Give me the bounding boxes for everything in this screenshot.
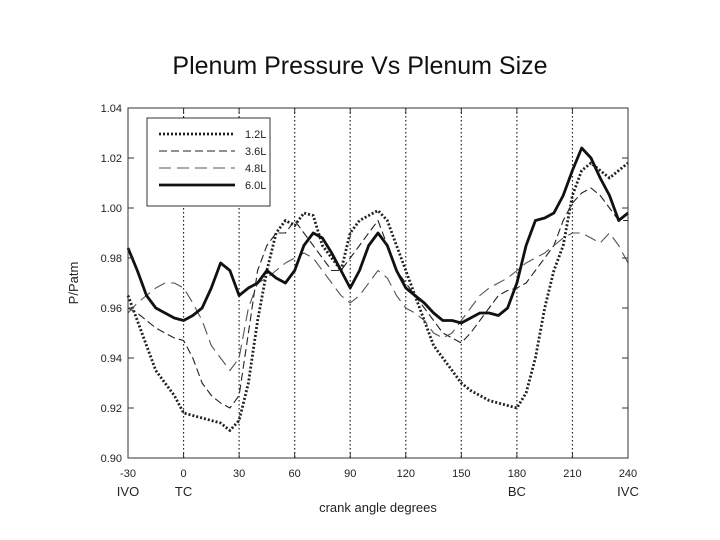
- event-marker-label: IVO: [117, 484, 139, 499]
- x-tick-label: 150: [452, 468, 470, 480]
- legend-label: 6.0L: [245, 180, 266, 192]
- y-tick-label: 0.94: [101, 353, 122, 365]
- y-axis-ticks: 0.90 0.92 0.94 0.96 0.98 1.00 1.02 1.04: [101, 103, 628, 465]
- x-axis-ticks: -30 0 30 60 90 120 150 180 210 240: [120, 108, 637, 480]
- x-tick-label: -30: [120, 468, 136, 480]
- y-axis-label: P/Patm: [66, 262, 81, 305]
- event-marker-label: BC: [508, 484, 526, 499]
- x-tick-label: 180: [508, 468, 526, 480]
- x-tick-label: 30: [233, 468, 245, 480]
- y-tick-label: 1.00: [101, 203, 122, 215]
- series-line-6.0L: [126, 146, 629, 325]
- legend-label: 4.8L: [245, 163, 266, 175]
- series-line-4.8L: [127, 232, 629, 372]
- x-tick-label: 90: [344, 468, 356, 480]
- x-tick-label: 120: [397, 468, 415, 480]
- x-tick-label: 210: [563, 468, 581, 480]
- legend-label: 3.6L: [245, 146, 266, 158]
- y-tick-label: 1.02: [101, 153, 122, 165]
- x-axis-label: crank angle degrees: [319, 500, 437, 515]
- x-tick-label: 0: [180, 468, 186, 480]
- event-marker-label: TC: [175, 484, 192, 499]
- event-markers: IVO TC BC IVC: [117, 484, 639, 499]
- event-marker-label: IVC: [617, 484, 639, 499]
- x-tick-label: 60: [289, 468, 301, 480]
- series-line-3.6L: [127, 187, 628, 409]
- legend: 1.2L 3.6L 4.8L 6.0L: [146, 117, 271, 207]
- x-tick-label: 240: [619, 468, 637, 480]
- y-tick-label: 0.96: [101, 303, 122, 315]
- y-tick-label: 0.90: [101, 453, 122, 465]
- plot-frame: [127, 107, 629, 459]
- y-tick-label: 0.92: [101, 403, 122, 415]
- y-tick-label: 0.98: [101, 253, 122, 265]
- legend-label: 1.2L: [245, 129, 266, 141]
- y-tick-label: 1.04: [101, 103, 122, 115]
- series-layer: [126, 146, 629, 432]
- slide-title: Plenum Pressure Vs Plenum Size: [172, 52, 548, 80]
